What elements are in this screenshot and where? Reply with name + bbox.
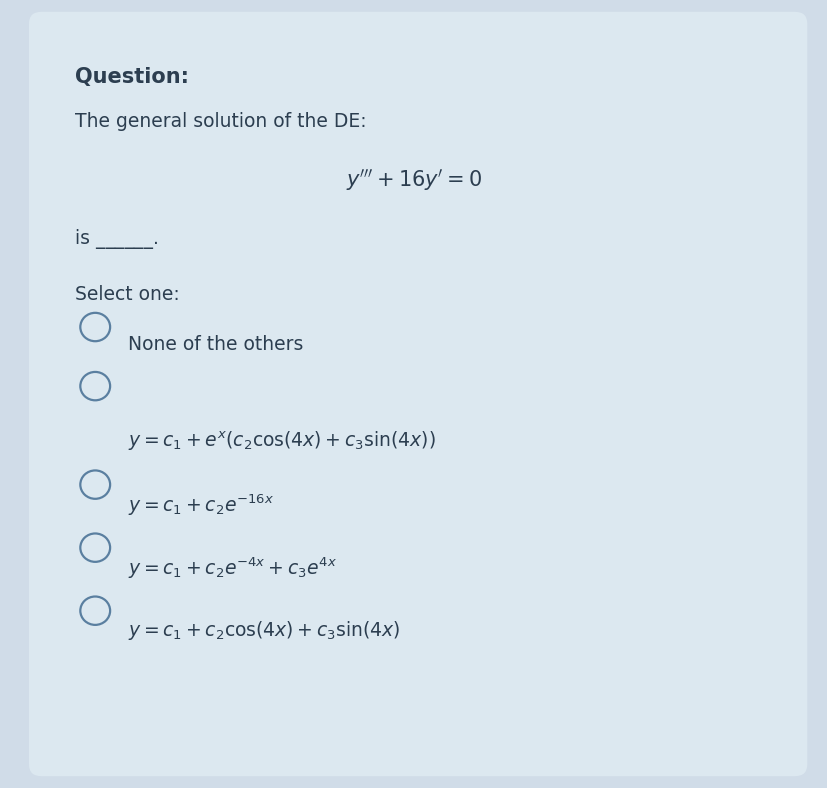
Text: The general solution of the DE:: The general solution of the DE:	[74, 112, 366, 131]
Text: $y = c_1 + e^x(c_2 \cos (4x) + c_3 \sin (4x))$: $y = c_1 + e^x(c_2 \cos (4x) + c_3 \sin …	[128, 429, 436, 453]
FancyBboxPatch shape	[29, 12, 806, 776]
Text: Question:: Question:	[74, 67, 189, 87]
Text: $y''' + 16y' = 0$: $y''' + 16y' = 0$	[346, 167, 481, 193]
Text: $y = c_1 + c_2 e^{-16x}$: $y = c_1 + c_2 e^{-16x}$	[128, 492, 274, 518]
Text: $y = c_1 + c_2 \cos (4x) + c_3 \sin (4x)$: $y = c_1 + c_2 \cos (4x) + c_3 \sin (4x)…	[128, 619, 400, 641]
Text: None of the others: None of the others	[128, 335, 304, 354]
Text: $y = c_1 + c_2 e^{-4x} + c_3 e^{4x}$: $y = c_1 + c_2 e^{-4x} + c_3 e^{4x}$	[128, 556, 337, 581]
Text: Select one:: Select one:	[74, 285, 179, 304]
Text: is ______.: is ______.	[74, 229, 158, 248]
